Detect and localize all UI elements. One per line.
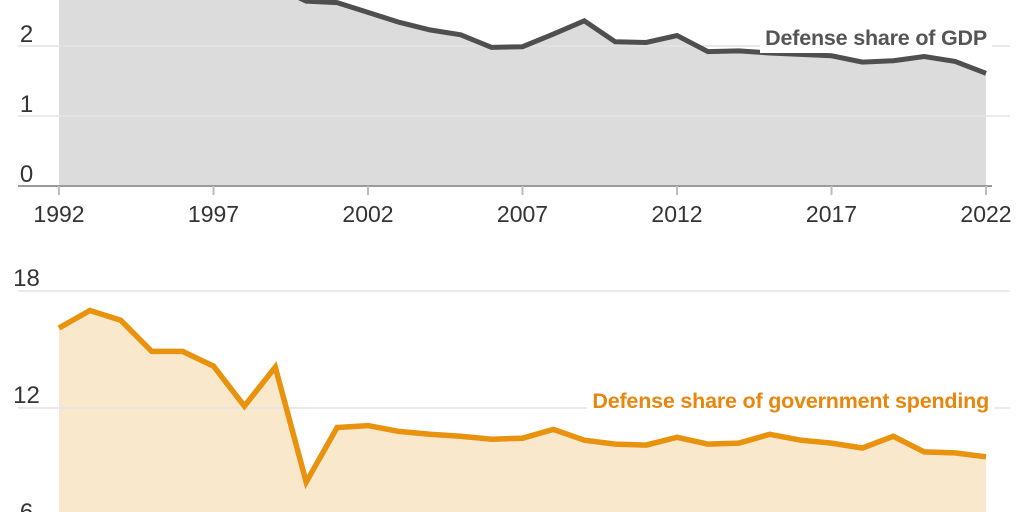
x-tick-label-2012: 2012	[651, 201, 702, 227]
x-tick-label-2022: 2022	[960, 201, 1011, 227]
spending-share-chart: 6 12 18	[13, 265, 1010, 512]
x-tick-label-1992: 1992	[33, 201, 84, 227]
spending-series-label: Defense share of government spending	[587, 388, 994, 416]
y-tick-label-6: 6	[20, 499, 33, 512]
x-tick-label-2017: 2017	[806, 201, 857, 227]
y-tick-label-0: 0	[20, 161, 33, 188]
gdp-share-chart: 0 1 2 1992 1997 2002 2007 2012 2017 2022	[18, 0, 1012, 227]
y-tick-label-1: 1	[20, 91, 33, 118]
x-tick-label-1997: 1997	[188, 201, 239, 227]
x-tick-label-2002: 2002	[342, 201, 393, 227]
area-fill	[59, 310, 986, 512]
x-tick-label-2007: 2007	[497, 201, 548, 227]
trend-line	[297, 0, 987, 76]
gdp-series-label: Defense share of GDP	[760, 25, 992, 53]
trend-line	[57, 307, 987, 490]
y-tick-label-12: 12	[13, 382, 40, 409]
y-tick-label-18: 18	[13, 265, 40, 292]
y-tick-label-2: 2	[20, 21, 33, 48]
